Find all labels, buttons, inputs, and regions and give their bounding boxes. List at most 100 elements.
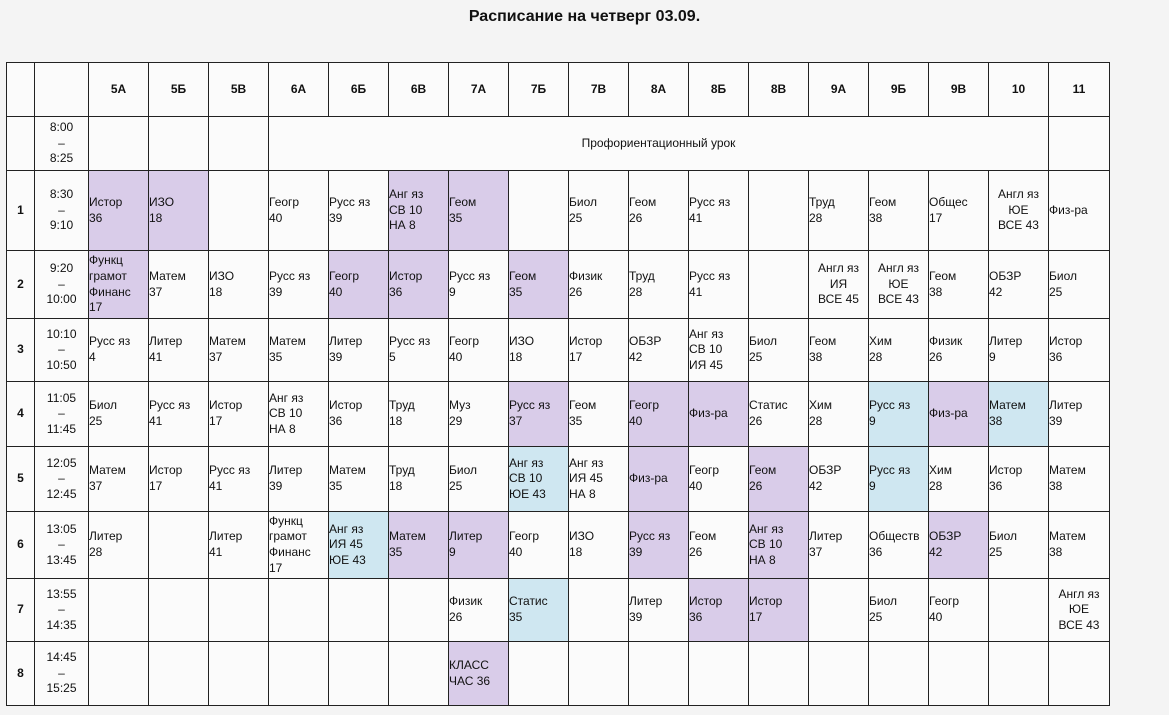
- lesson-cell: Матем 38: [1048, 446, 1110, 512]
- lesson-number: 3: [6, 318, 35, 382]
- lesson-cell: [568, 578, 629, 642]
- lesson-row: 1 8:30 – 9:10 Истор 36 ИЗО 18 Геогр 40 Русс я…: [6, 170, 1110, 251]
- lesson-cell: Муз 29: [448, 381, 509, 447]
- lesson-cell: [268, 641, 329, 706]
- lesson-cell: Литер 41: [148, 318, 209, 382]
- class-header: 7В: [568, 62, 629, 117]
- lesson-cell: Геом 35: [448, 170, 509, 251]
- lesson-cell: [748, 170, 809, 251]
- lesson-cell: Матем 38: [988, 381, 1049, 447]
- lesson-time: 14:45 – 15:25: [34, 641, 89, 706]
- lesson-cell: [748, 250, 809, 319]
- lesson-cell: [688, 641, 749, 706]
- lesson-cell: [808, 641, 869, 706]
- lesson-cell: Функц грамот Финанс 17: [88, 250, 149, 319]
- lesson-cell: Биол 25: [568, 170, 629, 251]
- lesson-cell: [568, 641, 629, 706]
- lesson-cell: Физ-ра: [688, 381, 749, 447]
- lesson-cell: Статис 35: [508, 578, 569, 642]
- lesson-cell: Литер 9: [988, 318, 1049, 382]
- lesson-time: 8:00 – 8:25: [34, 116, 89, 171]
- lesson-cell: [208, 170, 269, 251]
- lesson-cell: [928, 641, 989, 706]
- lesson-cell: Литер 28: [88, 511, 149, 579]
- lesson-cell: Труд 28: [808, 170, 869, 251]
- lesson-cell: Матем 37: [88, 446, 149, 512]
- empty-cell: [208, 116, 269, 171]
- lesson-cell: Физ-ра: [628, 446, 689, 512]
- lesson-cell: Геогр 40: [628, 381, 689, 447]
- lesson-time: 8:30 – 9:10: [34, 170, 89, 251]
- lesson-cell: Англ яз ИЯ ВСЕ 45: [808, 250, 869, 319]
- lesson-cell: Геом 38: [868, 170, 929, 251]
- lesson-cell: Анг яз СВ 10 НА 8: [388, 170, 449, 251]
- lesson-cell: Физ-ра: [928, 381, 989, 447]
- lesson-number: 6: [6, 511, 35, 579]
- lesson-cell: Матем 37: [208, 318, 269, 382]
- lesson-row: 6 13:05 – 13:45 Литер 28 Литер 41 Функц грам…: [6, 511, 1110, 579]
- lesson-cell: Анг яз СВ 10 НА 8: [748, 511, 809, 579]
- lesson-cell: Хим 28: [868, 318, 929, 382]
- lesson-cell: Истор 17: [748, 578, 809, 642]
- lesson-cell: [268, 578, 329, 642]
- page-title: Расписание на четверг 03.09.: [468, 8, 701, 25]
- lesson-cell: ИЗО 18: [208, 250, 269, 319]
- lesson-cell: ОБЗР 42: [988, 250, 1049, 319]
- lesson-cell: Физик 26: [568, 250, 629, 319]
- lesson-cell: [628, 641, 689, 706]
- lesson-cell: Хим 28: [928, 446, 989, 512]
- lesson-cell: Русс яз 41: [148, 381, 209, 447]
- lesson-row: 5 12:05 – 12:45 Матем 37 Истор 17 Русс яз 41…: [6, 446, 1110, 512]
- class-header: 8А: [628, 62, 689, 117]
- empty-cell: [1048, 116, 1110, 171]
- lesson-cell: Литер 37: [808, 511, 869, 579]
- lesson-cell: Истор 36: [988, 446, 1049, 512]
- lesson-cell: Литер 41: [208, 511, 269, 579]
- lesson-number: 2: [6, 250, 35, 319]
- lesson-cell: Русс яз 4: [88, 318, 149, 382]
- schedule-table: 5А 5Б 5В 6А 6Б 6В 7А 7Б 7В 8А 8Б 8В 9А 9Б 9В 10 11 8:00 –…: [6, 62, 1110, 706]
- lesson-cell: Русс яз 41: [688, 250, 749, 319]
- lesson-cell: Истор 17: [568, 318, 629, 382]
- lesson-row: 8:00 – 8:25 Профориентационный урок: [6, 116, 1110, 171]
- lesson-cell: Физик 26: [448, 578, 509, 642]
- lesson-cell: Труд 18: [388, 446, 449, 512]
- lesson-cell: [808, 578, 869, 642]
- lesson-number: 8: [6, 641, 35, 706]
- lesson-cell: Англ яз ЮЕ ВСЕ 43: [988, 170, 1049, 251]
- lesson-cell: Истор 36: [688, 578, 749, 642]
- lesson-row: 3 10:10 – 10:50 Русс яз 4 Литер 41 Матем 37 М…: [6, 318, 1110, 382]
- lesson-time: 12:05 – 12:45: [34, 446, 89, 512]
- lesson-cell: Анг яз СВ 10 ЮЕ 43: [508, 446, 569, 512]
- lesson-cell: [328, 578, 389, 642]
- lesson-cell: Анг яз СВ 10 НА 8: [268, 381, 329, 447]
- class-header: 5В: [208, 62, 269, 117]
- lesson-cell: ОБЗР 42: [928, 511, 989, 579]
- lesson-row: 7 13:55 – 14:35 Физик 26 Статис 35 Литер 39 И…: [6, 578, 1110, 642]
- lesson-cell: Геогр 40: [928, 578, 989, 642]
- lesson-cell: Анг яз ИЯ 45 НА 8: [568, 446, 629, 512]
- banner-cell: Профориентационный урок: [268, 116, 1049, 171]
- lesson-cell: Истор 36: [88, 170, 149, 251]
- lesson-cell: ОБЗР 42: [808, 446, 869, 512]
- class-header: 7А: [448, 62, 509, 117]
- lesson-cell: Англ яз ЮЕ ВСЕ 43: [868, 250, 929, 319]
- lesson-cell: [388, 578, 449, 642]
- lesson-cell: Анг яз ИЯ 45 ЮЕ 43: [328, 511, 389, 579]
- lesson-cell: Литер 39: [268, 446, 329, 512]
- lesson-cell: Литер 39: [1048, 381, 1110, 447]
- lesson-cell: Истор 17: [208, 381, 269, 447]
- lesson-cell: Общес 17: [928, 170, 989, 251]
- lesson-cell: [868, 641, 929, 706]
- lesson-cell: Физ-ра: [1048, 170, 1110, 251]
- lesson-cell: Геом 35: [568, 381, 629, 447]
- lesson-cell: [148, 511, 209, 579]
- lesson-cell: Геогр 40: [268, 170, 329, 251]
- lesson-cell: Литер 39: [328, 318, 389, 382]
- lesson-cell: [988, 641, 1049, 706]
- lesson-cell: Геогр 40: [688, 446, 749, 512]
- lesson-cell: Геом 26: [628, 170, 689, 251]
- lesson-time: 13:05 – 13:45: [34, 511, 89, 579]
- class-header: 9А: [808, 62, 869, 117]
- lesson-cell: Труд 18: [388, 381, 449, 447]
